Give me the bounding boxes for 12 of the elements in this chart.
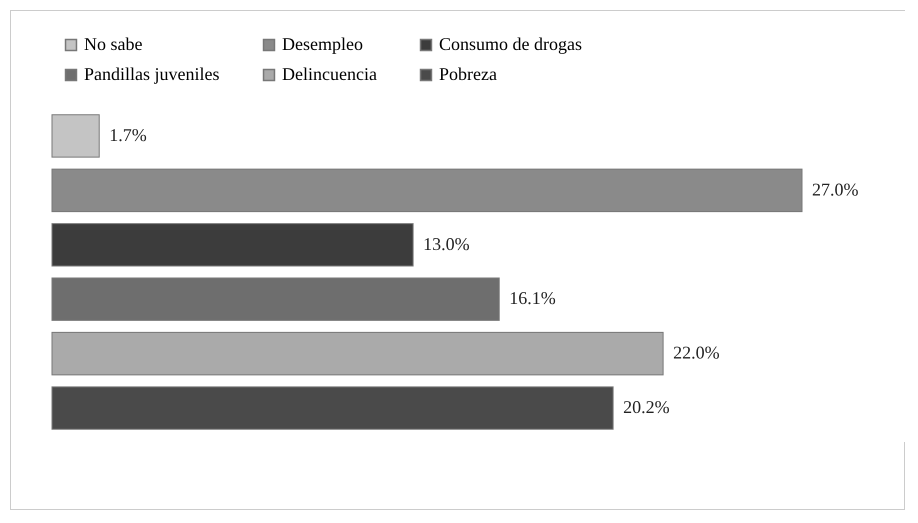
legend-label: Desempleo <box>282 34 363 54</box>
legend-label: Pandillas juveniles <box>84 64 220 84</box>
legend-label: Delincuencia <box>282 64 377 84</box>
legend-label: Pobreza <box>439 64 497 84</box>
data-label: 13.0% <box>423 234 470 254</box>
legend-label: Consumo de drogas <box>439 34 582 54</box>
data-label: 16.1% <box>509 288 556 308</box>
legend-label: No sabe <box>84 34 142 54</box>
data-label: 22.0% <box>673 342 720 363</box>
data-label: 1.7% <box>109 124 147 145</box>
data-label: 20.2% <box>623 397 670 418</box>
data-label: 27.0% <box>812 179 858 200</box>
